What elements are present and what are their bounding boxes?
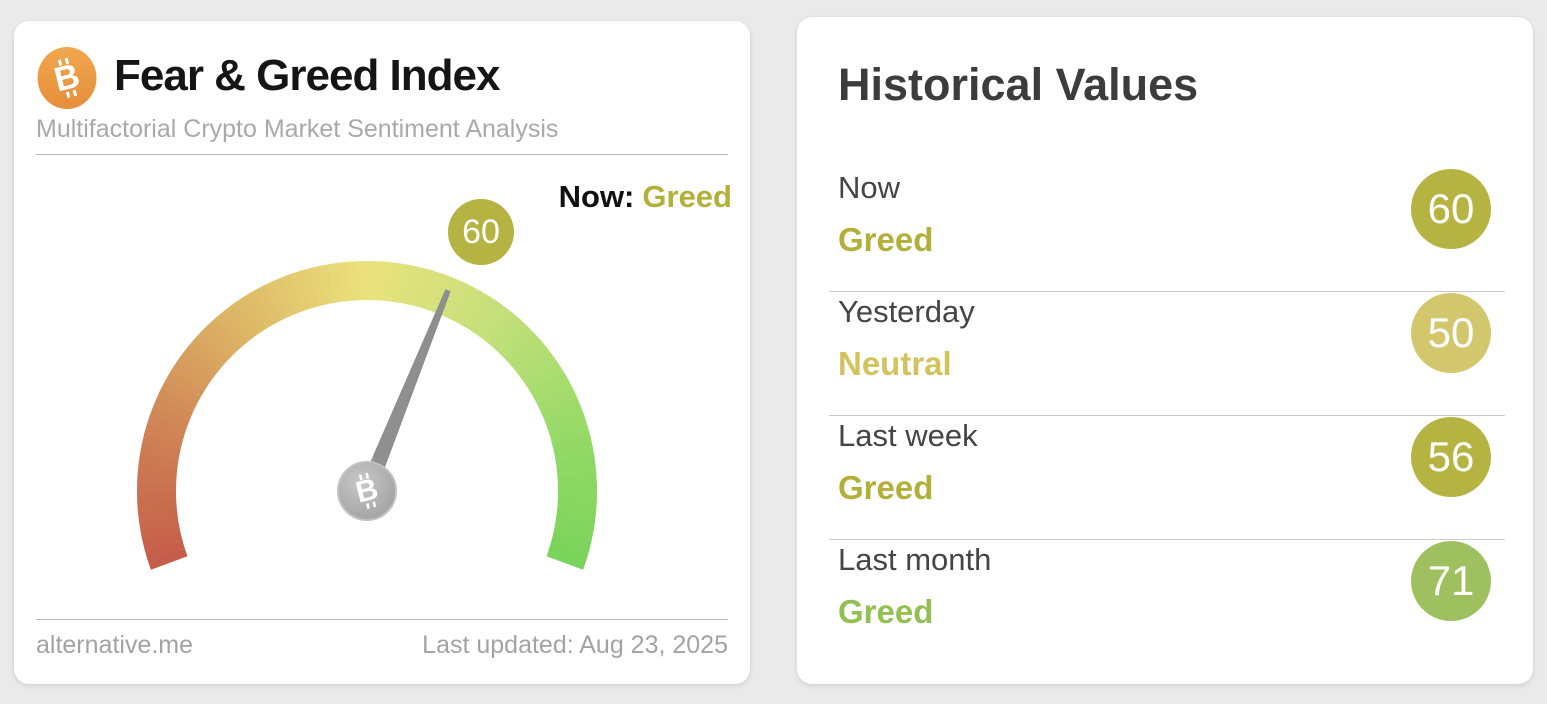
gauge-arc (136, 260, 598, 570)
history-row-now: Now Greed 60 (829, 168, 1505, 292)
source-link[interactable]: alternative.me (36, 631, 194, 659)
page-title: Fear & Greed Index (114, 51, 500, 100)
history-value-badge: 56 (1411, 417, 1491, 497)
history-row-label: Yesterday (838, 294, 975, 329)
history-value-badge: 71 (1411, 541, 1491, 621)
gauge-hub (337, 461, 397, 521)
current-status: Now: Greed (559, 179, 732, 215)
now-classification: Greed (642, 179, 732, 214)
history-row-label: Last month (838, 542, 992, 577)
history-row-last-week: Last week Greed 56 (829, 416, 1505, 540)
bitcoin-icon: B (37, 47, 97, 109)
history-value-badge: 60 (1411, 169, 1491, 249)
fear-greed-card: B Fear & Greed Index Multifactorial Cryp… (14, 21, 750, 684)
header-divider (36, 154, 728, 155)
historical-values-card: Historical Values Now Greed 60 Yesterday… (797, 17, 1533, 684)
history-rows: Now Greed 60 Yesterday Neutral 50 Last w… (829, 168, 1505, 664)
history-row-classification: Greed (838, 221, 934, 258)
history-row-last-month: Last month Greed 71 (829, 540, 1505, 664)
history-row-classification: Greed (838, 469, 934, 506)
current-value-badge: 60 (448, 199, 514, 265)
svg-text:B: B (352, 472, 381, 509)
gauge-needle (353, 289, 451, 508)
history-row-yesterday: Yesterday Neutral 50 (829, 292, 1505, 416)
history-value-badge: 50 (1411, 293, 1491, 373)
footer-divider (36, 619, 728, 620)
last-updated-label: Last updated: Aug 23, 2025 (422, 631, 728, 659)
history-row-label: Last week (838, 418, 978, 453)
history-row-classification: Greed (838, 593, 934, 630)
bitcoin-hub-icon: B (352, 472, 381, 509)
history-row-classification: Neutral (838, 345, 952, 382)
history-row-label: Now (838, 170, 901, 205)
page-subtitle: Multifactorial Crypto Market Sentiment A… (36, 115, 559, 143)
historical-values-title: Historical Values (838, 59, 1199, 110)
now-label: Now: (558, 179, 635, 214)
